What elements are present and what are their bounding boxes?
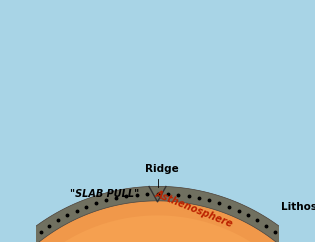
Text: "SLAB PULL": "SLAB PULL" (70, 189, 139, 199)
Polygon shape (0, 186, 315, 242)
Text: Lithosphere: Lithosphere (281, 202, 315, 212)
Polygon shape (0, 201, 315, 242)
Text: Asthenosphere: Asthenosphere (153, 189, 234, 229)
Text: Ridge: Ridge (146, 164, 179, 174)
Polygon shape (0, 215, 315, 242)
Polygon shape (0, 186, 315, 242)
